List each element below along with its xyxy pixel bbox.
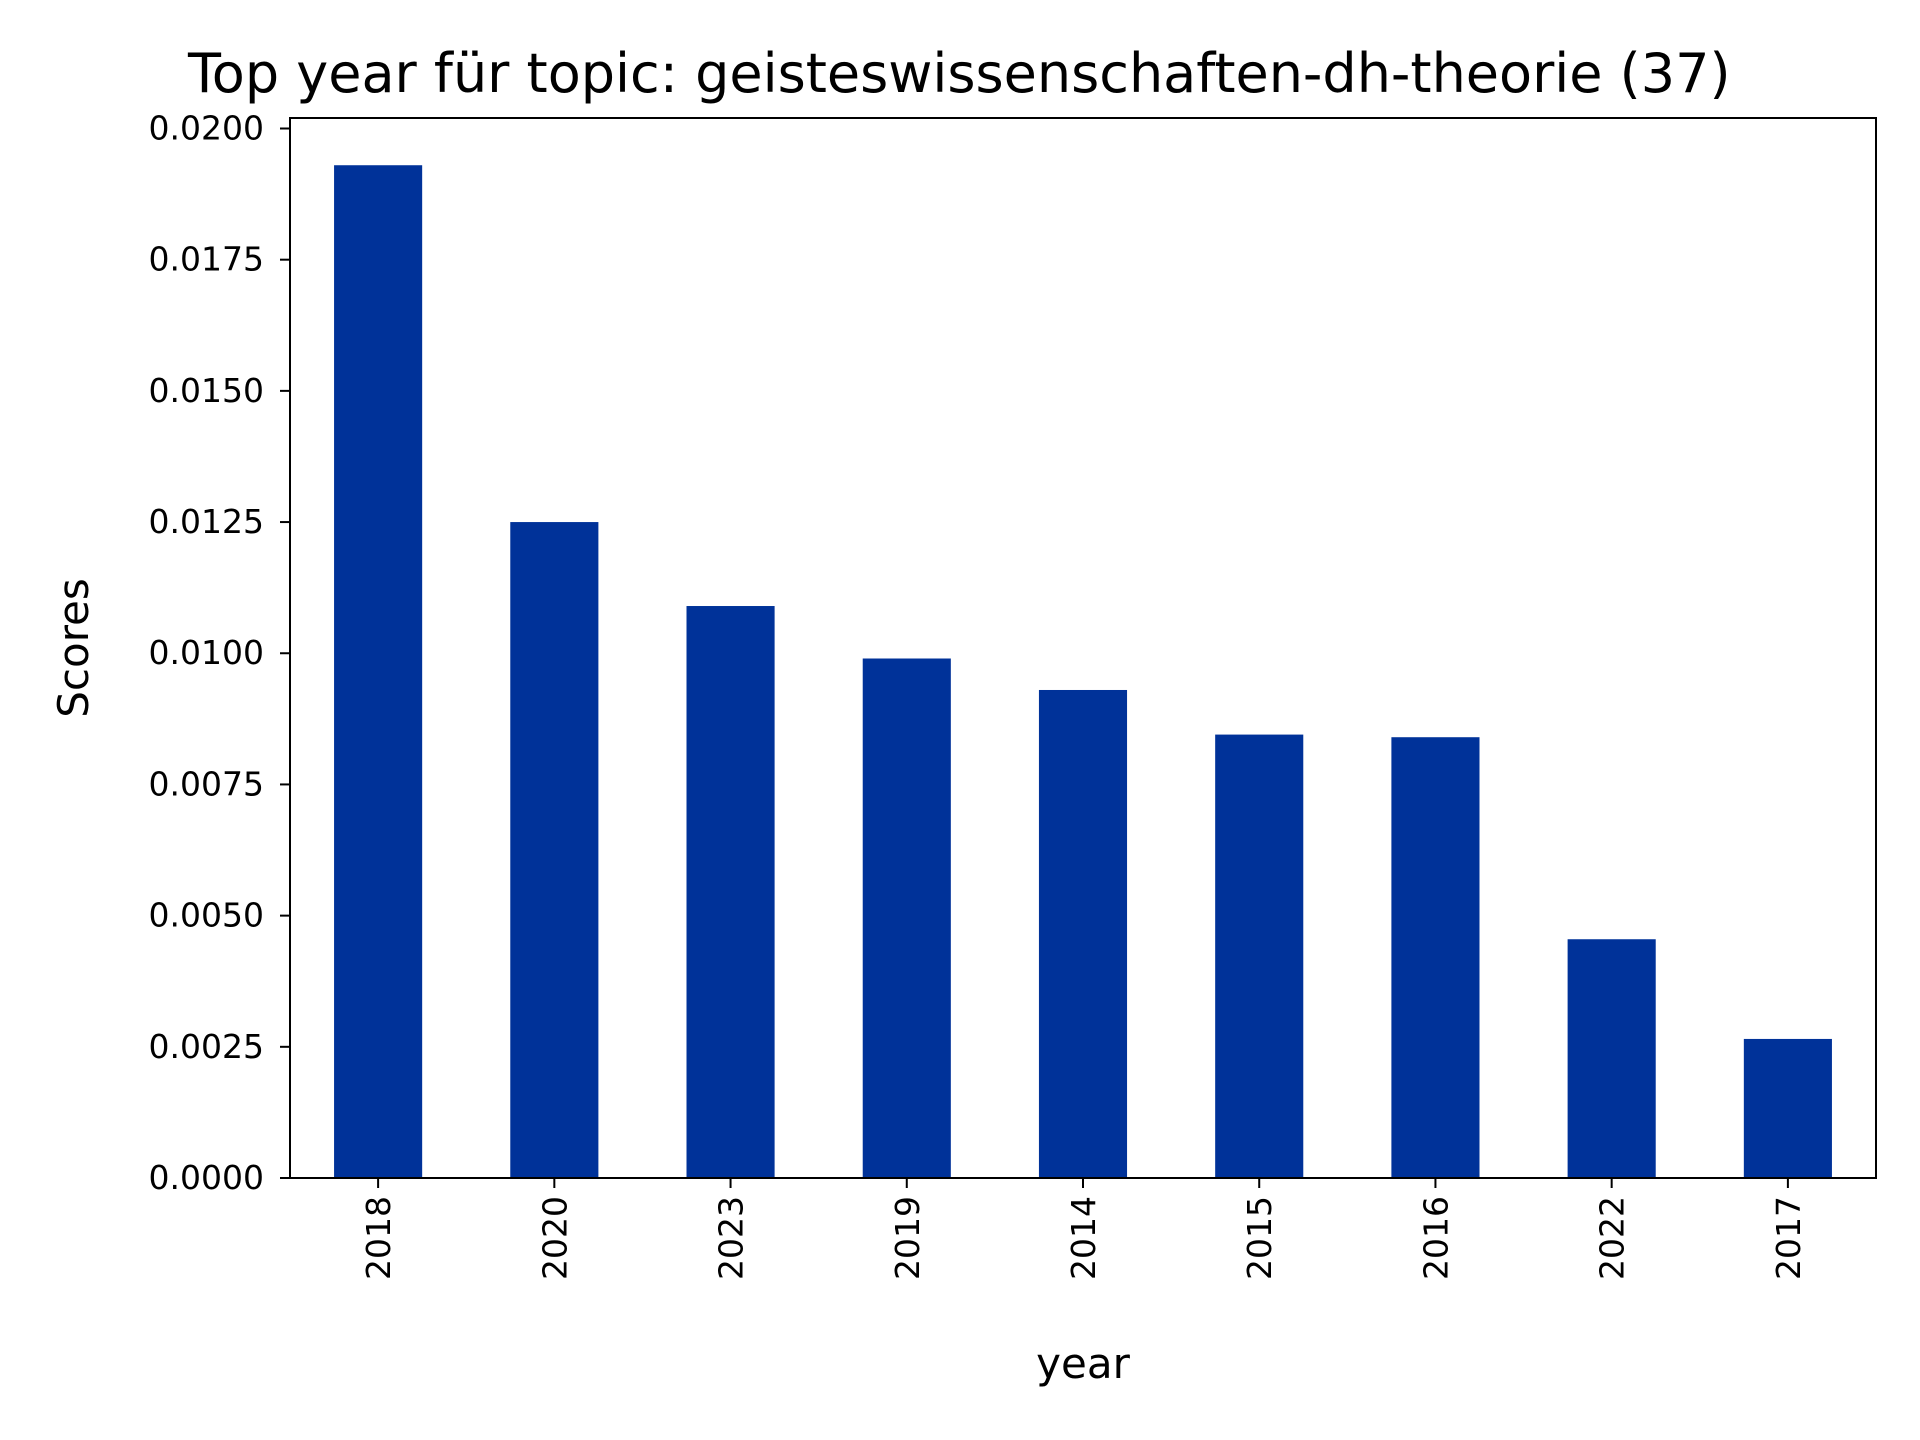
- y-tick-label-0.0175: 0.0175: [149, 240, 264, 279]
- y-tick-label-0.0075: 0.0075: [149, 764, 264, 803]
- bar-2023: [686, 606, 775, 1178]
- bar-2018: [334, 165, 423, 1179]
- x-tick-label-2017: 2017: [1769, 1196, 1808, 1280]
- x-tick-label-2014: 2014: [1064, 1196, 1103, 1280]
- y-tick-label-0.0000: 0.0000: [149, 1158, 264, 1197]
- bar-2022: [1567, 939, 1656, 1178]
- x-tick-label-2018: 2018: [359, 1196, 398, 1280]
- chart-title-group: Top year für topic: geisteswissenschafte…: [187, 42, 1731, 105]
- bar-2014: [1038, 689, 1128, 1178]
- chart-title: Top year für topic: geisteswissenschafte…: [187, 42, 1731, 105]
- y-tick-label-0.0050: 0.0050: [149, 896, 264, 935]
- y-tick-label-0.0200: 0.0200: [149, 108, 264, 147]
- y-axis-ticks: 0.0000 0.0025 0.0050 0.0075 0.0100 0.0125 0.01…: [149, 108, 290, 1197]
- bar-2015: [1215, 734, 1304, 1178]
- bar-2020: [510, 522, 599, 1178]
- x-axis-ticks: 2018 2020 2023 2019 2014 2015 2016 2022 2017: [359, 1178, 1808, 1280]
- y-tick-label-0.0150: 0.0150: [149, 371, 264, 410]
- y-axis-label: Scores: [49, 578, 98, 718]
- bars-layer: [334, 165, 1832, 1179]
- x-axis-label: year: [1036, 1339, 1130, 1388]
- x-tick-label-2019: 2019: [888, 1196, 927, 1280]
- plot-frame: [289, 117, 1877, 1179]
- y-tick-label-0.0125: 0.0125: [149, 502, 264, 541]
- x-tick-label-2020: 2020: [535, 1196, 574, 1280]
- y-tick-label-0.0100: 0.0100: [149, 633, 264, 672]
- bar-2019: [862, 658, 951, 1178]
- x-tick-label-2022: 2022: [1593, 1196, 1632, 1280]
- y-tick-label-0.0025: 0.0025: [149, 1027, 264, 1066]
- bar-2016: [1391, 737, 1480, 1178]
- bar-2017: [1743, 1038, 1832, 1178]
- x-tick-label-2016: 2016: [1416, 1196, 1455, 1280]
- x-tick-label-2015: 2015: [1240, 1196, 1279, 1280]
- x-tick-label-2023: 2023: [712, 1196, 751, 1280]
